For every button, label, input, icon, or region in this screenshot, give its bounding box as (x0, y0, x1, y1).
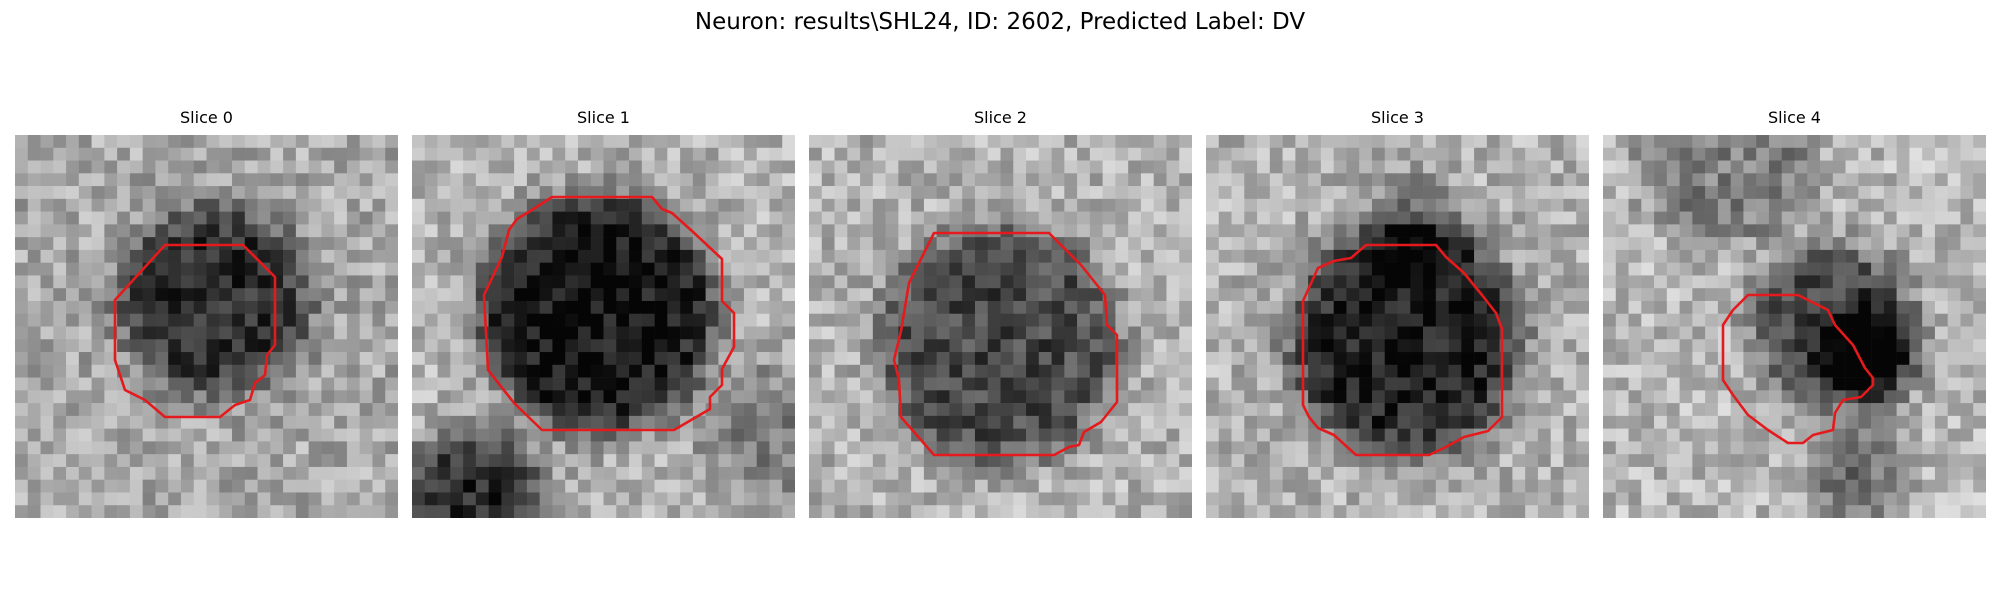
slice-panel-2: Slice 2 (809, 108, 1192, 518)
slice-title-2: Slice 2 (974, 108, 1027, 127)
slice-title-3: Slice 3 (1371, 108, 1424, 127)
slice-panel-4: Slice 4 (1603, 108, 1986, 518)
roi-contour (113, 243, 277, 419)
slice-image-0 (15, 135, 398, 518)
slice-image-3 (1206, 135, 1589, 518)
slice-image-4 (1603, 135, 1986, 518)
roi-contour (1301, 243, 1504, 457)
slice-panel-0: Slice 0 (15, 108, 398, 518)
slice-panel-1: Slice 1 (412, 108, 795, 518)
roi-contour (892, 231, 1119, 457)
figure-title: Neuron: results\SHL24, ID: 2602, Predict… (694, 9, 1306, 35)
slice-title-0: Slice 0 (180, 108, 233, 127)
slice-title-4: Slice 4 (1768, 108, 1821, 127)
roi-contour (1721, 293, 1875, 445)
slice-panel-3: Slice 3 (1206, 108, 1589, 518)
roi-contour (482, 195, 736, 432)
slice-image-1 (412, 135, 795, 518)
slice-title-1: Slice 1 (577, 108, 630, 127)
slice-image-2 (809, 135, 1192, 518)
